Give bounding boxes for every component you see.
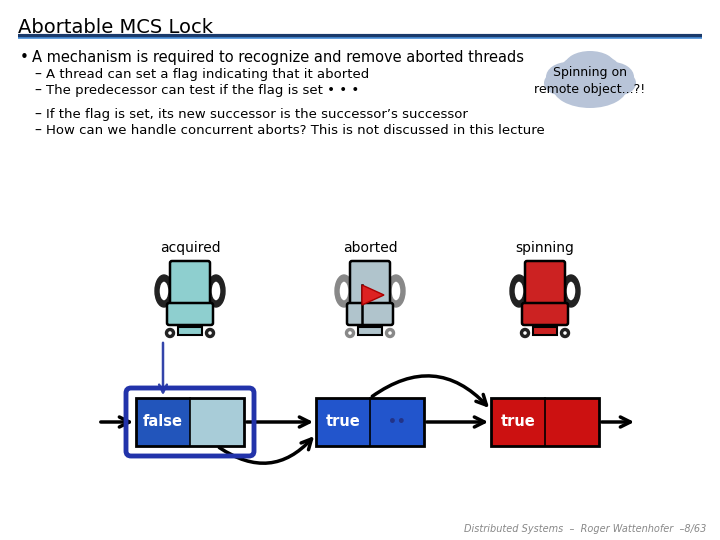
Bar [370,398,424,446]
Text: The predecessor can test if the flag is set • • •: The predecessor can test if the flag is … [46,84,359,97]
Ellipse shape [562,275,580,307]
Ellipse shape [385,328,395,338]
Ellipse shape [168,330,173,335]
Text: A mechanism is required to recognize and remove aborted threads: A mechanism is required to recognize and… [32,50,524,65]
Text: How can we handle concurrent aborts? This is not discussed in this lecture: How can we handle concurrent aborts? Thi… [46,124,545,137]
Text: Abortable MCS Lock: Abortable MCS Lock [18,18,213,37]
Ellipse shape [510,275,528,307]
Text: –: – [34,68,41,82]
Ellipse shape [562,330,567,335]
Ellipse shape [566,281,576,301]
Ellipse shape [211,281,221,301]
Text: spinning: spinning [516,241,575,255]
Ellipse shape [346,328,354,338]
Ellipse shape [335,275,353,307]
Bar [316,398,370,446]
Polygon shape [362,285,384,305]
Bar [358,327,382,335]
Ellipse shape [514,281,524,301]
Text: Distributed Systems  –  Roger Wattenhofer  –8/63: Distributed Systems – Roger Wattenhofer … [464,524,706,534]
Text: –: – [34,84,41,98]
Text: –: – [34,124,41,138]
Bar [178,327,202,335]
FancyBboxPatch shape [167,303,213,325]
Ellipse shape [580,56,620,82]
Text: If the flag is set, its new successor is the successor’s successor: If the flag is set, its new successor is… [46,108,468,121]
Ellipse shape [544,71,576,95]
Text: ••: •• [388,415,406,429]
Ellipse shape [207,330,212,335]
Bar [491,398,599,446]
FancyBboxPatch shape [525,261,565,309]
FancyBboxPatch shape [522,303,568,325]
FancyBboxPatch shape [347,303,393,325]
Text: –: – [34,108,41,122]
Bar [545,398,599,446]
Text: false: false [143,415,183,429]
Ellipse shape [523,330,528,335]
Ellipse shape [205,328,215,338]
Bar [136,398,190,446]
Ellipse shape [339,281,349,301]
Ellipse shape [565,51,615,79]
Ellipse shape [159,281,169,301]
Ellipse shape [207,275,225,307]
Ellipse shape [391,281,401,301]
Ellipse shape [604,71,636,95]
Text: A thread can set a flag indicating that it aborted: A thread can set a flag indicating that … [46,68,369,81]
Ellipse shape [387,330,392,335]
Ellipse shape [166,328,174,338]
Ellipse shape [155,275,173,307]
Bar [533,327,557,335]
Text: true: true [500,415,536,429]
Ellipse shape [590,62,634,92]
Bar [190,398,244,446]
FancyBboxPatch shape [170,261,210,309]
Ellipse shape [552,66,628,108]
Ellipse shape [387,275,405,307]
Text: Spinning on
remote object...?!: Spinning on remote object...?! [534,66,646,96]
Ellipse shape [348,330,353,335]
Ellipse shape [546,62,590,92]
Bar [136,398,244,446]
Ellipse shape [521,328,529,338]
FancyBboxPatch shape [350,261,390,309]
Ellipse shape [561,56,599,82]
Text: acquired: acquired [160,241,220,255]
Text: true: true [325,415,361,429]
Text: aborted: aborted [343,241,397,255]
Text: •: • [20,50,29,65]
Ellipse shape [560,328,570,338]
Bar [491,398,545,446]
Bar [316,398,424,446]
